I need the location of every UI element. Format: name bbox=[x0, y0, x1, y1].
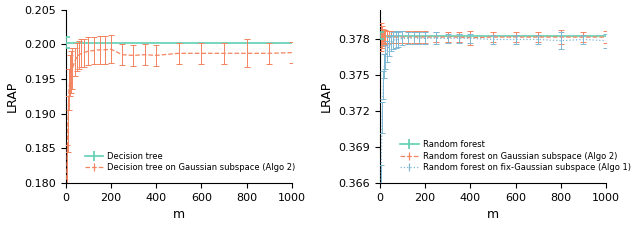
Y-axis label: LRAP: LRAP bbox=[320, 81, 333, 112]
Y-axis label: LRAP: LRAP bbox=[6, 81, 19, 112]
X-axis label: m: m bbox=[487, 208, 499, 222]
Legend: Decision tree, Decision tree on Gaussian subspace (Algo 2): Decision tree, Decision tree on Gaussian… bbox=[81, 148, 299, 175]
X-axis label: m: m bbox=[173, 208, 185, 222]
Legend: Random forest, Random forest on Gaussian subspace (Algo 2), Random forest on fix: Random forest, Random forest on Gaussian… bbox=[397, 137, 634, 175]
